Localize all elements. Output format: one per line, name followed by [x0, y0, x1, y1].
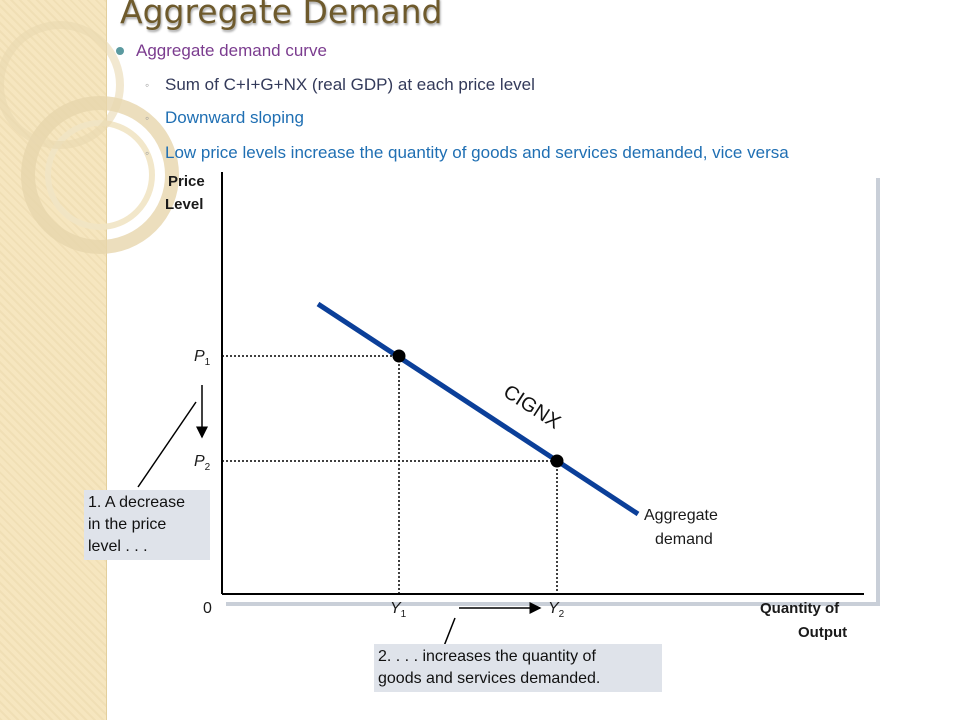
sub-bullet-marker: ◦	[145, 146, 150, 160]
callout1-line1: 1. A decrease	[88, 494, 185, 511]
callout2-line1: 2. . . . increases the quantity of	[378, 648, 596, 665]
point-p1-y1	[392, 349, 406, 363]
callout1-leader	[137, 401, 197, 488]
sub-bullet-3: Low price levels increase the quantity o…	[165, 143, 789, 162]
bullet-dot	[116, 47, 124, 55]
callout-quantity-increase: 2. . . . increases the quantity of goods…	[374, 644, 662, 692]
plot-panel	[222, 174, 876, 602]
curve-name-line1: Aggregate	[644, 507, 718, 524]
x-axis-label-line1: Quantity of	[760, 600, 840, 617]
callout-price-decrease: 1. A decrease in the price level . . .	[84, 490, 210, 560]
sub-bullet-2: Downward sloping	[165, 108, 304, 127]
aggregate-demand-curve	[316, 301, 640, 517]
callout2-leader	[443, 617, 456, 647]
callout1-line3: level . . .	[88, 538, 148, 555]
y-axis-label-line2: Level	[165, 196, 204, 213]
tick-label-p1: P1	[194, 348, 211, 369]
x-axis-label-line2: Output	[798, 624, 848, 641]
sub-bullet-1: Sum of C+I+G+NX (real GDP) at each price…	[165, 75, 535, 94]
curve-name-line2: demand	[655, 531, 713, 548]
y-axis-label-line1: Price	[168, 173, 205, 190]
callout2-line2: goods and services demanded.	[378, 670, 601, 687]
origin-label: 0	[203, 600, 212, 617]
slide-title: Aggregate Demand	[120, 0, 443, 31]
tick-label-y2: Y2	[548, 600, 565, 621]
sub-bullet-marker: ◦	[145, 78, 150, 92]
tick-label-p2: P2	[194, 453, 211, 474]
point-p2-y2	[550, 454, 564, 468]
callout1-line2: in the price	[88, 516, 167, 533]
sub-bullet-marker: ◦	[145, 111, 150, 125]
tick-label-y1: Y1	[390, 600, 407, 621]
bullet-main: Aggregate demand curve	[136, 41, 327, 60]
